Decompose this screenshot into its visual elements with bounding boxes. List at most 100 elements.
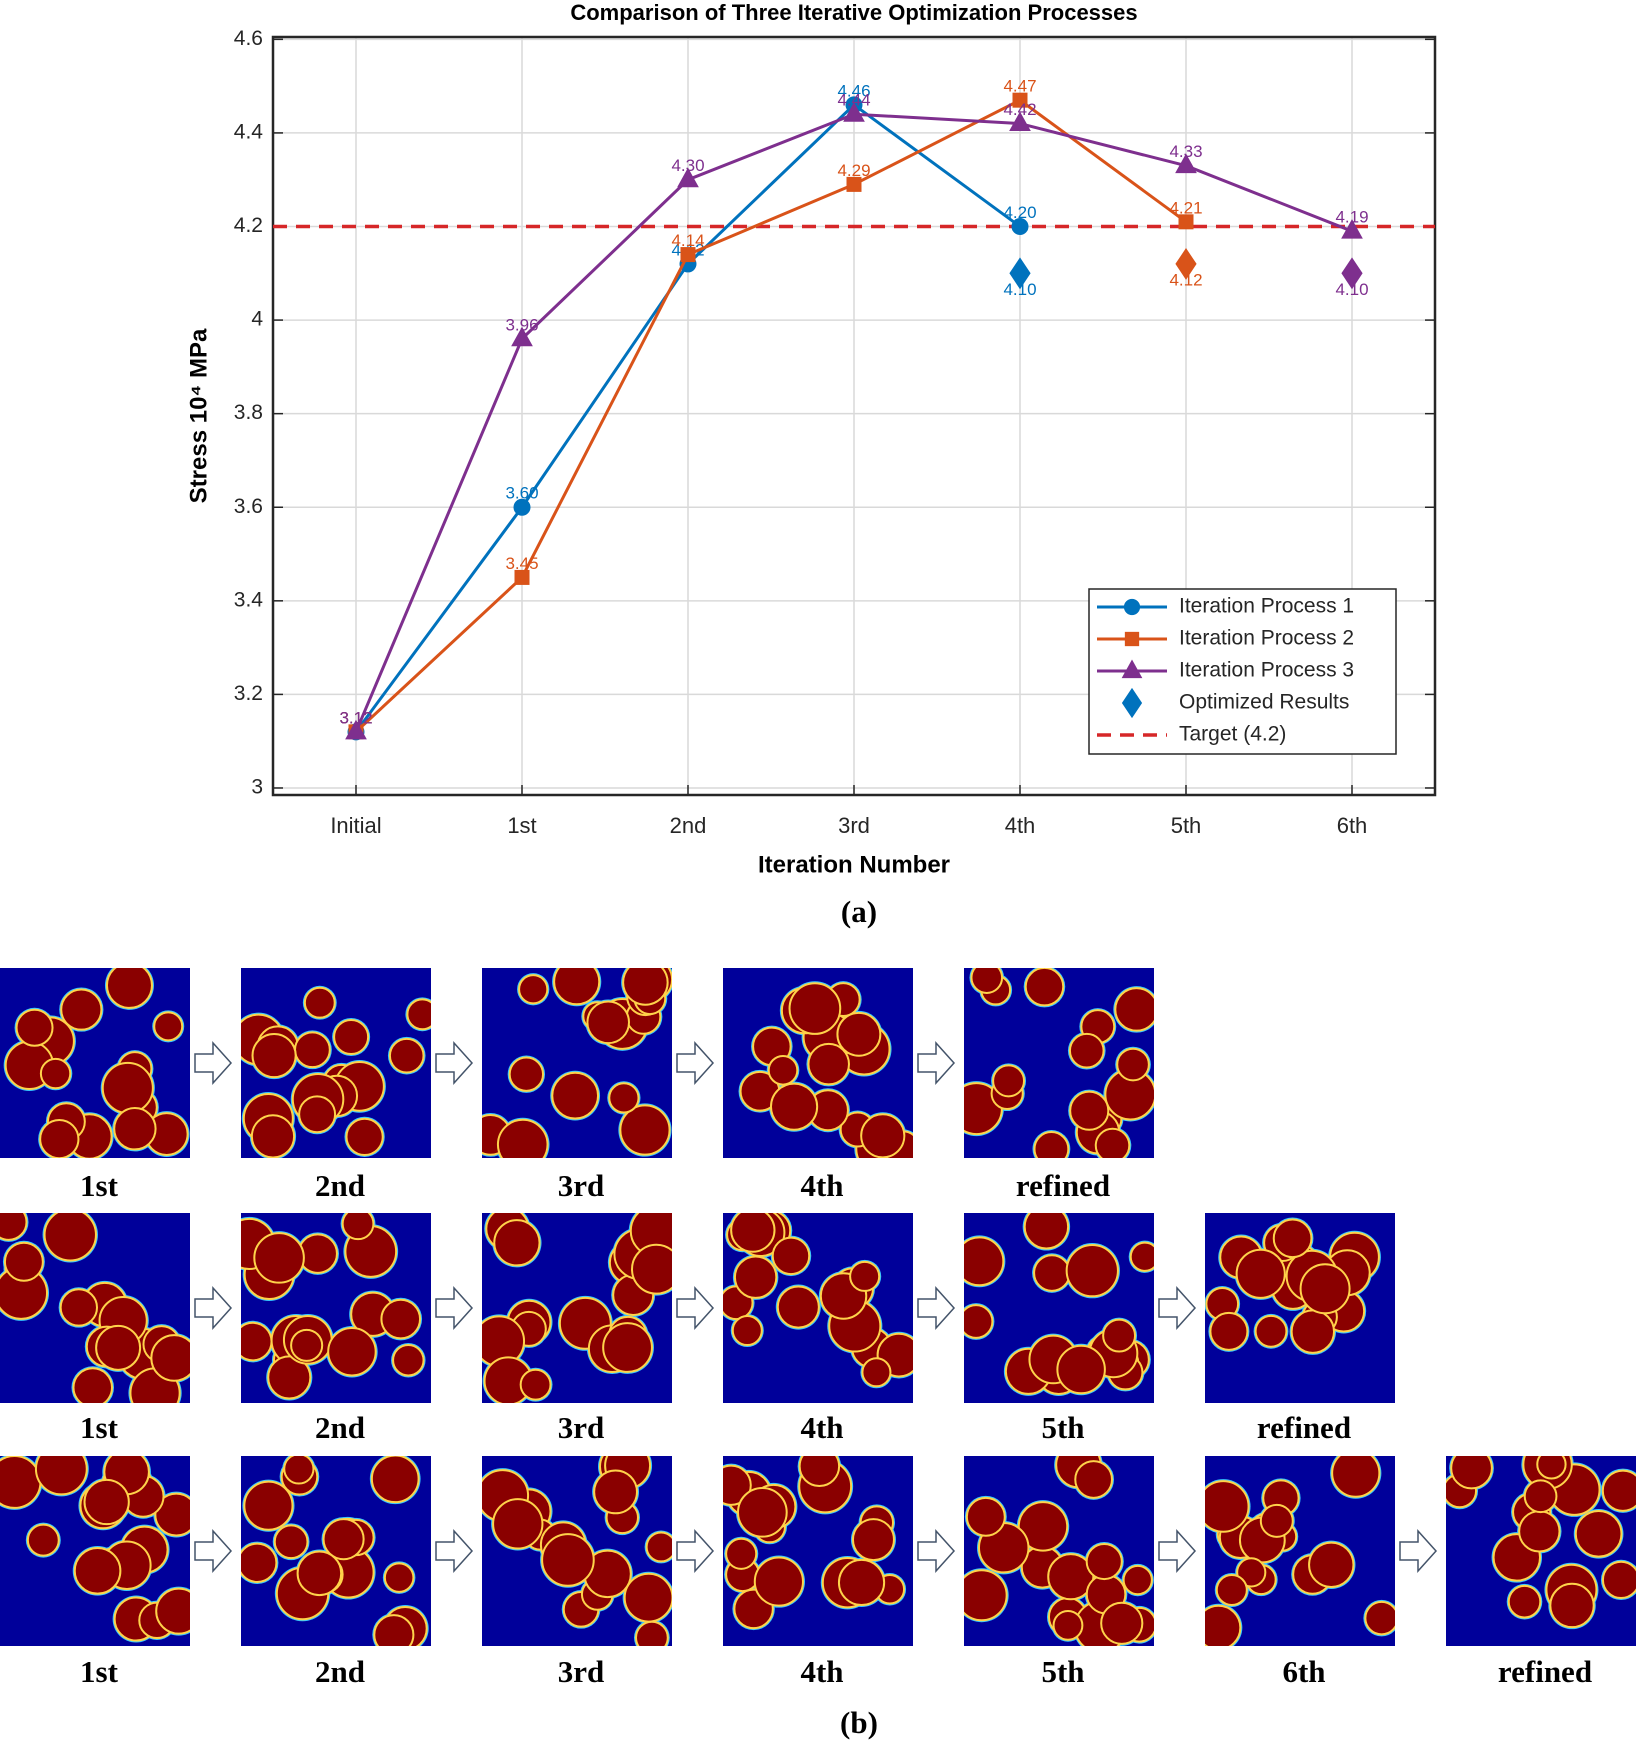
- particle: [622, 968, 669, 1006]
- thumbnail-label: 3rd: [558, 1410, 605, 1445]
- particle: [553, 968, 601, 1006]
- particle: [788, 982, 842, 1035]
- particle: [154, 1492, 190, 1537]
- particle: [619, 1104, 671, 1156]
- marker: [1123, 598, 1141, 616]
- particle: [95, 1324, 142, 1371]
- particle: [608, 1082, 640, 1114]
- legend-label: Target (4.2): [1179, 723, 1286, 746]
- y-tick-label: 4.4: [234, 120, 264, 143]
- thumbnail: [1205, 1213, 1395, 1403]
- particle: [1601, 1469, 1636, 1512]
- arrow: [676, 1286, 715, 1330]
- arrow: [676, 1529, 715, 1573]
- particle: [836, 1011, 882, 1057]
- particle: [1129, 1241, 1154, 1272]
- particle: [241, 1542, 278, 1583]
- particle: [519, 1368, 552, 1401]
- data-label: 4.10: [1003, 280, 1036, 299]
- particle: [1601, 1560, 1636, 1600]
- particle: [731, 1314, 763, 1347]
- particle: [153, 1011, 184, 1042]
- thumbnail: [964, 968, 1154, 1158]
- data-label: 4.33: [1169, 142, 1202, 161]
- particle: [383, 1562, 415, 1593]
- arrow: [435, 1286, 474, 1330]
- particle: [370, 1456, 420, 1504]
- particle: [1094, 1127, 1131, 1158]
- thumbnail-label: 1st: [80, 1168, 119, 1203]
- thumbnail: [0, 1456, 190, 1646]
- data-label: 4.42: [1003, 100, 1036, 119]
- marker: [513, 498, 531, 516]
- particle: [767, 1054, 799, 1086]
- marker: [1012, 92, 1028, 108]
- marker: [1009, 257, 1031, 290]
- particle: [1100, 1601, 1144, 1645]
- particle: [43, 1213, 97, 1262]
- particle: [635, 1620, 669, 1646]
- thumbnail-label: 1st: [80, 1654, 119, 1689]
- thumbnail-label: refined: [1016, 1168, 1110, 1203]
- particle: [1033, 1254, 1071, 1292]
- particle: [1205, 1604, 1242, 1646]
- y-tick-label: 3.4: [234, 588, 264, 611]
- particle: [1236, 1557, 1267, 1588]
- particle: [508, 1056, 545, 1092]
- particle: [0, 1213, 28, 1241]
- particle: [593, 1469, 638, 1515]
- particle: [551, 1071, 600, 1120]
- y-axis-label: Stress 10⁴ MPa: [185, 328, 212, 503]
- particle: [83, 1478, 130, 1526]
- thumbnail: [723, 1456, 913, 1646]
- marker: [843, 102, 865, 122]
- marker: [1011, 218, 1029, 235]
- particle: [1052, 1609, 1084, 1641]
- thumbnail: [723, 1213, 913, 1403]
- x-tick-label: 6th: [1337, 813, 1368, 838]
- thumbnail: [964, 1456, 1154, 1646]
- series-line: [354, 98, 1187, 733]
- particle: [251, 1032, 297, 1079]
- particle: [241, 1321, 273, 1362]
- legend-label: Iteration Process 3: [1179, 659, 1354, 682]
- particle: [1549, 1582, 1595, 1629]
- thumbnail-label: 2nd: [315, 1654, 365, 1689]
- thumbnail-label: 5th: [1041, 1410, 1084, 1445]
- particle: [1033, 1131, 1070, 1158]
- particle: [341, 1213, 375, 1241]
- particle: [1024, 968, 1065, 1007]
- particle: [296, 1550, 343, 1597]
- thumbnail-label: 4th: [800, 1410, 843, 1445]
- arrow: [1158, 1529, 1197, 1573]
- particle: [1215, 1573, 1248, 1607]
- marker: [1341, 257, 1363, 290]
- particle: [1056, 1344, 1106, 1395]
- particle: [150, 1334, 190, 1382]
- marker: [680, 247, 696, 263]
- arrow: [1399, 1529, 1438, 1573]
- particle: [493, 1219, 541, 1267]
- particle: [753, 1556, 804, 1607]
- particle: [3, 1241, 44, 1282]
- particle: [602, 1322, 653, 1373]
- marker: [1124, 631, 1140, 647]
- thumbnail-label: 3rd: [558, 1654, 605, 1689]
- y-tick-label: 4.6: [234, 27, 263, 50]
- particle: [298, 1095, 337, 1134]
- particle: [541, 1533, 595, 1587]
- particle: [776, 1285, 820, 1329]
- thumbnail-label: refined: [1257, 1410, 1351, 1445]
- thumbnail: [0, 1213, 190, 1403]
- marker: [1178, 214, 1194, 230]
- particle: [294, 1031, 331, 1069]
- particle: [15, 1008, 54, 1047]
- particle: [964, 1569, 1008, 1622]
- thumbnail-label: 6th: [1282, 1654, 1325, 1689]
- y-tick-label: 3.8: [234, 401, 263, 424]
- particle: [798, 1456, 841, 1488]
- particle: [155, 1587, 190, 1635]
- particle: [73, 1547, 122, 1595]
- particle: [1205, 1480, 1250, 1533]
- particle: [243, 1480, 294, 1531]
